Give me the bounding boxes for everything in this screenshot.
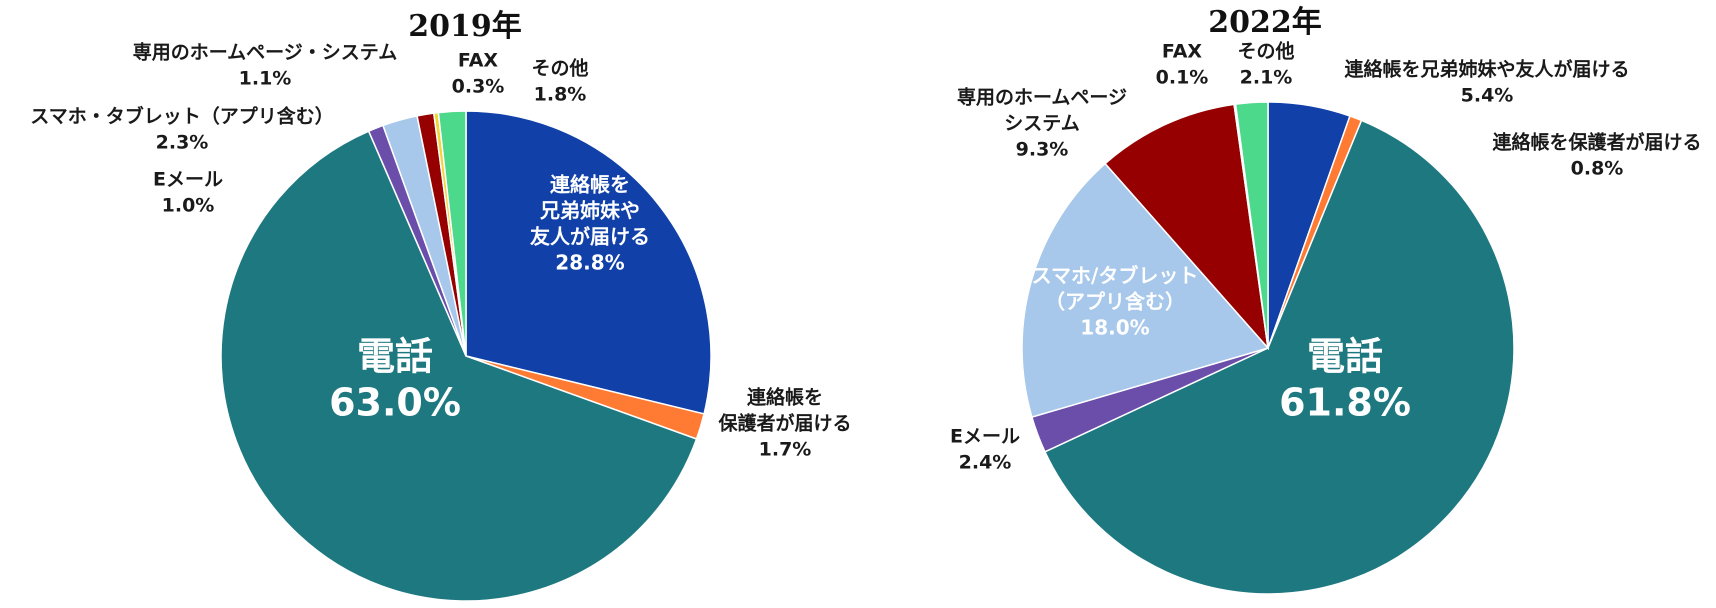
pie-2019: 連絡帳を兄弟姉妹や友人が届ける28.8%連絡帳を保護者が届ける1.7%電話63.… [30,42,852,602]
data-label-1-7-0: その他 [1237,40,1294,63]
data-label-0-0-0: 連絡帳を [550,173,630,197]
data-label-0-2-0: 電話 [357,335,433,379]
data-label-value-0-1: 1.7% [759,439,812,461]
data-label-value-1-7: 2.1% [1240,67,1293,89]
data-label-1-6-0: FAX [1162,41,1203,63]
data-label-value-1-2: 61.8% [1279,381,1411,425]
pie-slice-1-5 [1104,103,1270,351]
pie-slice-1-7 [1234,101,1269,349]
pie-slice-0-2 [220,130,698,602]
pie-slice-1-4 [1021,162,1270,419]
data-label-value-1-4: 18.0% [1080,316,1149,340]
data-label-0-6-0: FAX [458,50,499,72]
pie-slice-0-7 [437,110,467,357]
data-label-value-0-5: 1.1% [239,68,292,90]
pie-2022: 連絡帳を兄弟姉妹や友人が届ける 5.4% 連絡帳を保護者が届ける 0.8% 電話61.8… [950,40,1702,595]
pie-slice-1-2 [1043,119,1515,595]
data-label-value-1-0: 5.4% [1461,85,1514,107]
data-label-0-0-2: 友人が届ける [530,225,650,249]
pie-slice-0-0 [465,110,712,415]
data-label-value-1-3: 2.4% [959,452,1012,474]
data-label-value-0-0: 28.8% [555,251,624,275]
data-label-value-0-6: 0.3% [452,76,505,98]
data-label-value-1-1: 0.8% [1571,158,1624,180]
data-label-0-1-1: 保護者が届ける [717,412,851,435]
data-label-0-3-0: Eメール [153,169,223,191]
data-label-1-3-0: Eメール [950,426,1020,448]
data-label-1-5-1: システム [1004,113,1079,135]
data-label-1-1-0: 連絡帳を保護者が届ける [1492,131,1701,154]
data-label-0-0-1: 兄弟姉妹や [539,199,640,223]
data-label-1-0-0: 連絡帳を兄弟姉妹や友人が届ける [1344,58,1629,81]
data-label-value-0-7: 1.8% [534,84,587,106]
chart-title-2022: 2022年 [1208,5,1322,40]
data-label-value-0-3: 1.0% [162,195,215,217]
data-label-0-1-0: 連絡帳を [747,386,823,409]
chart-title-2019: 2019年 [408,9,522,44]
data-label-value-1-6: 0.1% [1156,67,1209,89]
data-label-value-1-5: 9.3% [1016,139,1069,161]
data-label-0-5-0: 専用のホームページ・システム [133,42,397,64]
data-label-1-2-0: 電話 [1307,335,1383,379]
data-label-value-0-4: 2.3% [156,132,209,154]
data-label-1-5-0: 専用のホームページ [957,87,1127,109]
data-label-value-0-2: 63.0% [329,381,461,425]
data-label-0-7-0: その他 [531,57,588,80]
data-label-1-4-0: スマホ/タブレット [1032,264,1199,288]
data-label-1-4-1: （アプリ含む） [1045,290,1185,314]
data-label-0-4-0: スマホ・タブレット（アプリ含む） [30,105,333,128]
